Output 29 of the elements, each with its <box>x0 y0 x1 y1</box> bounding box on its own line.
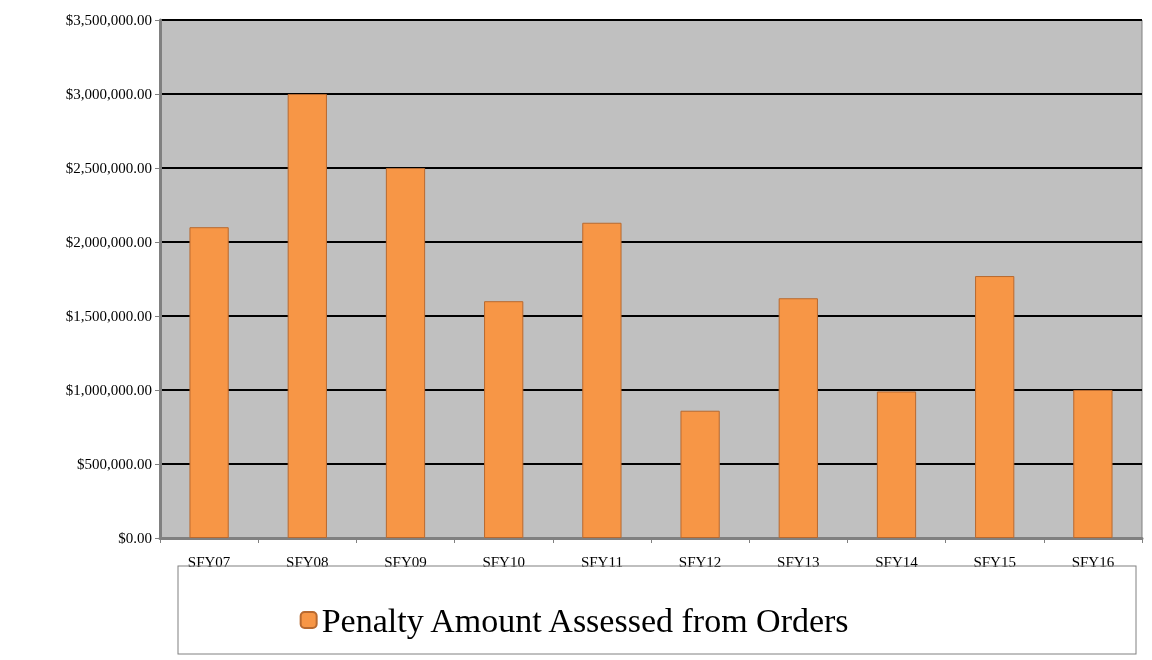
x-tick-label: SFY09 <box>384 553 427 570</box>
x-tick-label: SFY11 <box>580 553 623 570</box>
y-tick-label: $3,500,000.00 <box>65 12 152 28</box>
bar <box>287 94 327 538</box>
bar <box>778 298 818 538</box>
bar <box>189 227 229 538</box>
x-tick-label: SFY10 <box>482 553 525 570</box>
bar <box>385 168 426 538</box>
y-tick-label: $1,500,000.00 <box>65 308 152 324</box>
bar <box>876 391 917 538</box>
y-tick-label: $0.00 <box>118 530 152 546</box>
bar <box>484 301 524 538</box>
bar <box>1073 390 1113 538</box>
legend-label: Penalty Amount Assessed from Orders <box>321 601 849 639</box>
y-tick-label: $3,000,000.00 <box>65 86 152 102</box>
y-tick-label: $2,000,000.00 <box>65 234 152 250</box>
y-tick-label: $2,500,000.00 <box>65 160 152 176</box>
y-tick-label: $500,000.00 <box>77 456 152 472</box>
y-tick-label: $1,000,000.00 <box>65 382 152 398</box>
bar <box>680 410 720 538</box>
x-tick-label: SFY12 <box>678 553 722 570</box>
x-tick-label: SFY14 <box>875 553 919 570</box>
x-tick-label: SFY13 <box>777 553 820 570</box>
x-tick-label: SFY15 <box>973 553 1016 570</box>
x-tick-label: SFY08 <box>286 553 329 570</box>
bar <box>582 222 622 538</box>
x-tick-label: SFY16 <box>1071 553 1115 570</box>
x-tick-label: SFY07 <box>187 553 231 570</box>
bar <box>975 276 1015 538</box>
